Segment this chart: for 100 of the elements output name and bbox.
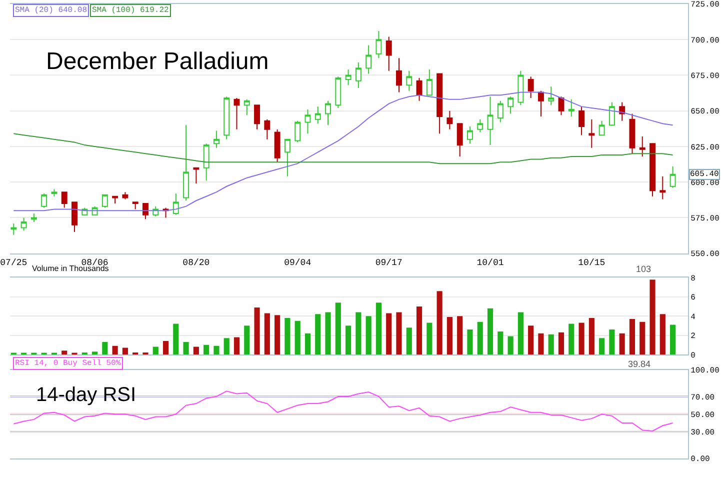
bar xyxy=(366,316,372,354)
bar xyxy=(346,326,352,354)
text: 14-day RSI xyxy=(36,384,136,406)
bar xyxy=(619,333,625,354)
y-tick-label: 8 xyxy=(690,274,696,284)
bar xyxy=(294,320,300,354)
bar xyxy=(335,302,341,354)
bar xyxy=(416,306,422,354)
y-tick-label: 0.00 xyxy=(690,455,710,464)
candlestick xyxy=(497,100,504,123)
y-tick-label: 675.00 xyxy=(690,72,720,82)
candlestick xyxy=(142,202,148,220)
bar xyxy=(204,344,210,354)
candlestick xyxy=(660,176,666,200)
candlestick xyxy=(61,192,68,208)
bar xyxy=(548,334,554,354)
text: RSI 14, 0 Buy Sell 50% xyxy=(15,359,121,368)
y-tick-label: 625.00 xyxy=(690,143,720,152)
bar xyxy=(670,324,676,354)
bar xyxy=(304,333,311,354)
candlestick xyxy=(112,196,118,204)
candlestick xyxy=(396,58,402,93)
bar xyxy=(254,307,260,354)
bar xyxy=(325,312,331,354)
candlestick xyxy=(41,193,48,208)
y-tick-label: 575.00 xyxy=(690,214,720,224)
y-tick-label: 550.00 xyxy=(690,250,720,260)
candlestick xyxy=(72,202,78,232)
candlestick xyxy=(10,222,17,236)
y-tick-label: 725.00 xyxy=(690,0,720,10)
bar xyxy=(508,336,514,354)
bar xyxy=(244,326,250,354)
text: 103 xyxy=(636,264,652,274)
bar xyxy=(498,331,504,354)
candlestick xyxy=(416,78,422,102)
candlestick xyxy=(51,188,58,197)
candlestick xyxy=(578,106,585,136)
x-tick-label: 10/01 xyxy=(476,258,504,268)
bar xyxy=(122,348,128,354)
bar xyxy=(518,312,524,354)
candlestick xyxy=(264,118,270,140)
bar xyxy=(234,337,240,354)
chart-title: Volume in Thousands xyxy=(32,264,109,273)
y-tick-label: 100.00 xyxy=(690,366,720,376)
x-tick-label: 09/04 xyxy=(284,258,312,268)
text: 605.40 xyxy=(690,170,720,179)
bar xyxy=(274,315,280,354)
candlestick xyxy=(345,69,352,86)
candlestick xyxy=(366,44,372,74)
bar xyxy=(578,322,584,354)
candlestick xyxy=(213,130,220,148)
bar xyxy=(487,308,494,354)
candlestick xyxy=(426,69,432,96)
candlestick xyxy=(183,124,190,202)
candlestick xyxy=(466,126,473,144)
candlestick xyxy=(456,123,463,157)
x-tick-label: 10/15 xyxy=(578,258,606,268)
candlestick xyxy=(477,118,484,133)
candlestick xyxy=(122,192,128,200)
bar xyxy=(446,317,452,354)
candlestick xyxy=(30,212,37,223)
y-tick-label: 30.00 xyxy=(690,428,715,438)
bar xyxy=(102,342,108,354)
bar xyxy=(599,338,605,354)
candlestick xyxy=(294,120,301,143)
bar xyxy=(386,313,392,354)
bar xyxy=(640,322,646,354)
bar xyxy=(396,312,402,354)
candlestick xyxy=(528,76,534,99)
bar xyxy=(62,350,68,354)
candlestick xyxy=(639,136,646,157)
candlestick xyxy=(568,98,574,118)
bar xyxy=(376,302,382,354)
bar xyxy=(528,326,534,354)
candlestick xyxy=(487,96,494,146)
candlestick xyxy=(284,138,290,177)
y-tick-label: 50.00 xyxy=(690,410,715,420)
bar xyxy=(214,346,220,354)
bar xyxy=(193,346,199,354)
bar xyxy=(629,318,636,354)
candlestick xyxy=(132,202,138,210)
candlestick xyxy=(274,128,280,163)
bar xyxy=(650,280,656,354)
candlestick xyxy=(244,98,250,116)
bar xyxy=(660,314,666,354)
candlestick xyxy=(548,86,554,106)
bar xyxy=(224,338,230,354)
y-tick-label: 0 xyxy=(690,351,696,360)
bar xyxy=(609,330,615,354)
bar xyxy=(356,312,362,354)
candlestick xyxy=(436,73,443,134)
bar xyxy=(477,322,483,354)
bar xyxy=(538,333,544,354)
candlestick xyxy=(670,166,676,188)
y-tick-label: 700.00 xyxy=(690,36,720,46)
candlestick xyxy=(508,96,514,114)
candlestick xyxy=(203,143,210,182)
candlestick xyxy=(588,118,595,148)
bar xyxy=(436,291,442,354)
bar xyxy=(568,324,574,354)
